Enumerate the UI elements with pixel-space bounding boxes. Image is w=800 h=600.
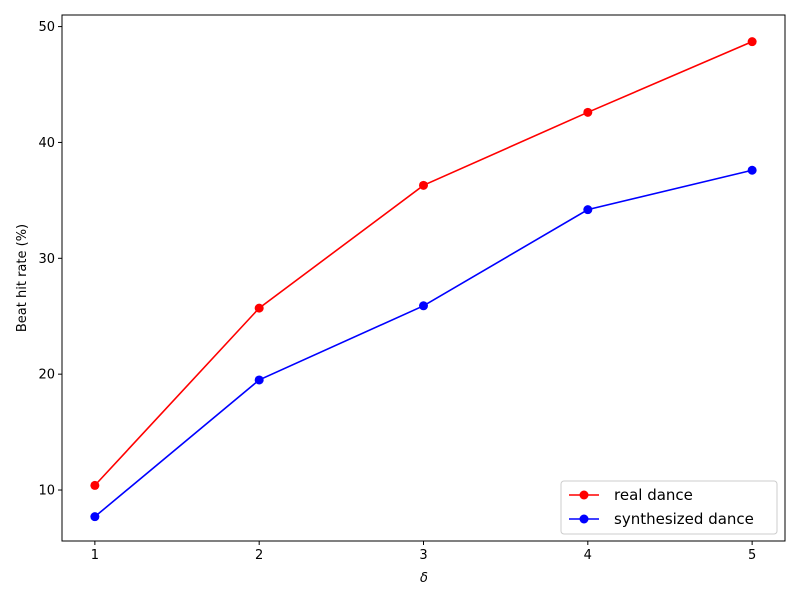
x-tick-label: 5 (748, 548, 756, 563)
x-tick-label: 1 (91, 548, 99, 563)
data-point (419, 180, 428, 190)
y-tick-label: 20 (38, 368, 55, 383)
data-point (254, 303, 264, 313)
legend-item: real dance (569, 486, 693, 504)
data-point (419, 301, 428, 311)
plot-area (61, 14, 786, 542)
data-point (583, 107, 593, 117)
legend-label: real dance (614, 486, 693, 504)
data-point (254, 375, 264, 385)
series-line (94, 169, 753, 518)
data-point (583, 205, 593, 215)
y-tick-label: 50 (38, 20, 55, 35)
data-point (747, 37, 757, 47)
series-2 (90, 165, 757, 522)
x-tick-label: 2 (255, 548, 263, 563)
legend: real dance synthesized dance (560, 480, 778, 535)
data-point (90, 512, 100, 522)
y-tick-label: 30 (38, 252, 55, 267)
y-tick-label: 10 (38, 484, 55, 499)
x-axis-label: δ (420, 571, 428, 586)
data-point (90, 480, 100, 490)
series-line (94, 40, 753, 486)
y-axis: 10 20 30 40 50 (38, 20, 62, 499)
legend-label: synthesized dance (614, 510, 754, 528)
legend-box (560, 480, 778, 535)
x-tick-label: 4 (584, 548, 592, 563)
series-1 (90, 37, 757, 490)
y-axis-label: Beat hit rate (%) (15, 224, 30, 332)
legend-marker (579, 514, 589, 524)
y-tick-label: 40 (38, 136, 55, 151)
plot-frame (61, 14, 786, 542)
data-point (747, 165, 757, 175)
legend-item: synthesized dance (569, 510, 754, 528)
legend-marker (579, 490, 589, 500)
x-axis: 1 2 3 4 5 (91, 541, 756, 563)
x-tick-label: 3 (419, 548, 427, 563)
